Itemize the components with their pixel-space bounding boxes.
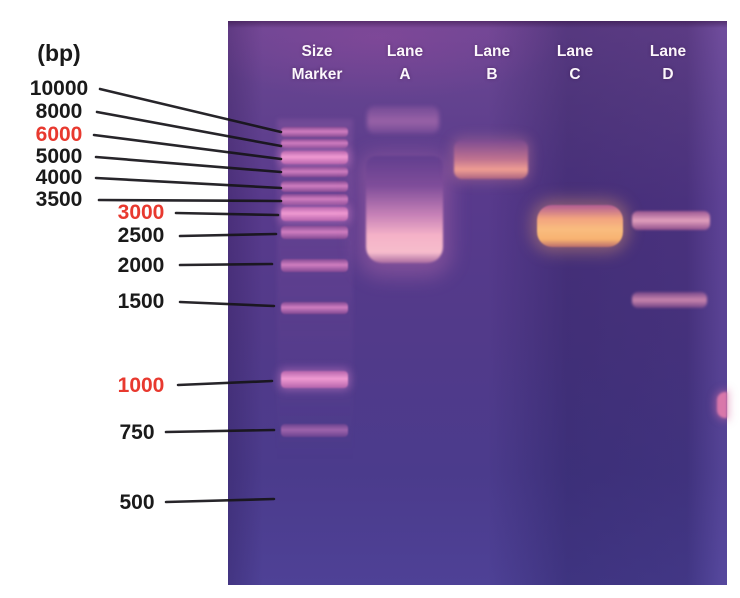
marker-label-3500: 3500 [35, 188, 83, 211]
marker-label-8000: 8000 [35, 100, 83, 123]
marker-band-2500 [281, 226, 348, 239]
lane-b-band [454, 140, 528, 179]
lane-label-line: Lane [386, 43, 424, 60]
marker-label-2500: 2500 [117, 224, 165, 247]
lane-label-line: A [399, 66, 411, 83]
marker-label-500: 500 [119, 491, 155, 514]
lane-label-size-marker: Size Marker [275, 40, 359, 86]
lane-label-line: D [662, 66, 674, 83]
marker-band-4000 [281, 181, 348, 192]
marker-label-1500: 1500 [117, 290, 165, 313]
marker-band-5000 [281, 167, 348, 177]
lane-label-line: Lane [556, 43, 594, 60]
marker-label-10000: 10000 [29, 77, 89, 100]
lane-d-upper-band [632, 211, 710, 230]
lane-label-a: Lane A [363, 40, 447, 86]
marker-band-6000 [281, 151, 348, 164]
marker-band-8000 [281, 139, 348, 148]
marker-label-750: 750 [119, 421, 155, 444]
marker-band-1000 [281, 371, 348, 388]
lane-a-faint-high-band [367, 106, 439, 134]
marker-label-6000: 6000 [35, 123, 83, 146]
lane-label-b: Lane B [450, 40, 534, 86]
lane-label-d: Lane D [626, 40, 710, 86]
marker-label-3000: 3000 [117, 201, 165, 224]
lane-label-line: Size [301, 43, 333, 60]
marker-band-10000 [281, 127, 348, 137]
marker-label-4000: 4000 [35, 166, 83, 189]
gel-image: Size Marker Lane A Lane B Lane C Lane D [228, 21, 727, 585]
lane-a-bright-smear [366, 156, 443, 263]
marker-band-750 [281, 424, 348, 437]
lane-label-line: C [569, 66, 581, 83]
lane-label-line: Lane [473, 43, 511, 60]
lane-label-line: Marker [291, 66, 343, 83]
marker-band-1500 [281, 302, 348, 314]
marker-label-1000: 1000 [117, 374, 165, 397]
lane-c-band [537, 205, 623, 247]
marker-band-2000 [281, 259, 348, 272]
right-edge-partial-band [717, 392, 727, 418]
marker-label-2000: 2000 [117, 254, 165, 277]
lane-label-line: Lane [649, 43, 687, 60]
marker-band-3000 [281, 207, 348, 221]
bp-unit-label: (bp) [37, 40, 81, 66]
lane-label-line: B [486, 66, 498, 83]
marker-band-3500 [281, 194, 348, 205]
lane-label-c: Lane C [533, 40, 617, 86]
lane-d-lower-band [632, 292, 707, 308]
marker-label-5000: 5000 [35, 145, 83, 168]
